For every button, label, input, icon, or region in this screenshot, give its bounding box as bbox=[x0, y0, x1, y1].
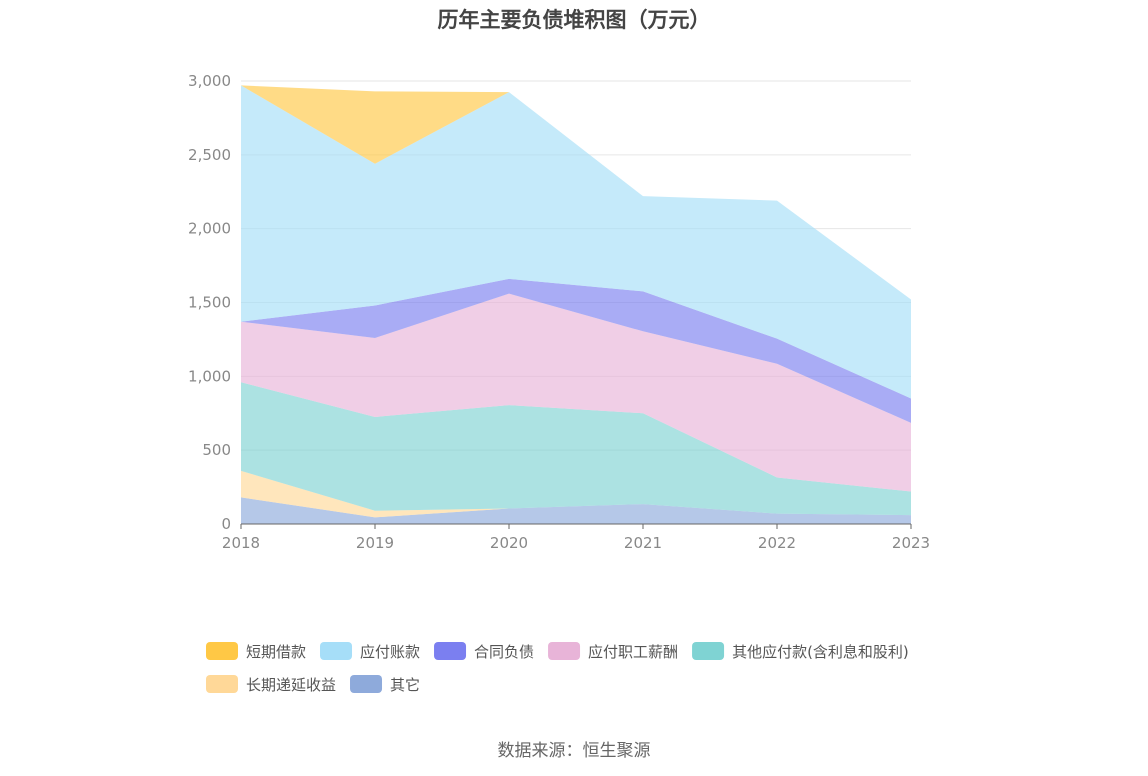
y-tick-label: 2,000 bbox=[188, 220, 231, 238]
legend-swatch bbox=[206, 675, 238, 693]
legend-label: 其他应付款(含利息和股利) bbox=[732, 643, 909, 661]
area-series-合同负债 bbox=[241, 278, 911, 423]
x-tick-label: 2018 bbox=[222, 534, 260, 552]
legend-label: 应付职工薪酬 bbox=[588, 643, 678, 661]
x-tick-label: 2023 bbox=[892, 534, 930, 552]
legend-swatch bbox=[548, 642, 581, 660]
legend: 短期借款 应付账款 合同负债 应付职工薪酬 其他应付款(含利息和股利) 长期递延收益 其它 bbox=[206, 642, 909, 694]
legend-label: 合同负债 bbox=[474, 643, 534, 661]
area-series-其他应付款(含利息和股利) bbox=[241, 382, 911, 516]
legend-swatch bbox=[434, 642, 467, 660]
legend-item[interactable]: 短期借款 bbox=[206, 642, 306, 661]
y-tick-label: 500 bbox=[202, 441, 231, 459]
y-tick-label: 1,000 bbox=[188, 367, 231, 385]
area-series-应付账款 bbox=[241, 85, 911, 399]
legend-item[interactable]: 其他应付款(含利息和股利) bbox=[692, 642, 909, 661]
legend-label: 其它 bbox=[390, 676, 420, 694]
legend-swatch bbox=[350, 675, 383, 693]
x-tick-label: 2019 bbox=[356, 534, 394, 552]
axes: 0 500 1,000 1,500 2,000 2,500 3,000 2018 2019 202… bbox=[188, 72, 930, 552]
x-tick-label: 2022 bbox=[758, 534, 796, 552]
area-series-短期借款 bbox=[241, 85, 911, 300]
legend-item[interactable]: 应付账款 bbox=[320, 642, 420, 661]
area-series-其它 bbox=[241, 497, 911, 524]
legend-label: 长期递延收益 bbox=[246, 676, 336, 694]
x-tick-label: 2020 bbox=[490, 534, 528, 552]
source-note: 数据来源：恒生聚源 bbox=[497, 741, 651, 761]
y-tick-label: 1,500 bbox=[188, 294, 231, 312]
y-tick-label: 0 bbox=[221, 515, 231, 533]
legend-item[interactable]: 应付职工薪酬 bbox=[548, 642, 678, 661]
area-series-应付职工薪酬 bbox=[241, 293, 911, 492]
legend-label: 短期借款 bbox=[246, 643, 306, 661]
area-series-layer bbox=[241, 85, 911, 524]
legend-item[interactable]: 其它 bbox=[350, 675, 420, 694]
legend-label: 应付账款 bbox=[360, 643, 420, 661]
y-tick-label: 2,500 bbox=[188, 146, 231, 164]
legend-swatch bbox=[692, 642, 725, 660]
x-tick-label: 2021 bbox=[624, 534, 662, 552]
y-tick-label: 3,000 bbox=[188, 72, 231, 90]
legend-swatch bbox=[320, 642, 353, 660]
chart-title: 历年主要负债堆积图（万元） bbox=[437, 8, 711, 32]
legend-swatch bbox=[206, 642, 238, 660]
legend-item[interactable]: 合同负债 bbox=[434, 642, 534, 661]
legend-item[interactable]: 长期递延收益 bbox=[206, 675, 336, 694]
